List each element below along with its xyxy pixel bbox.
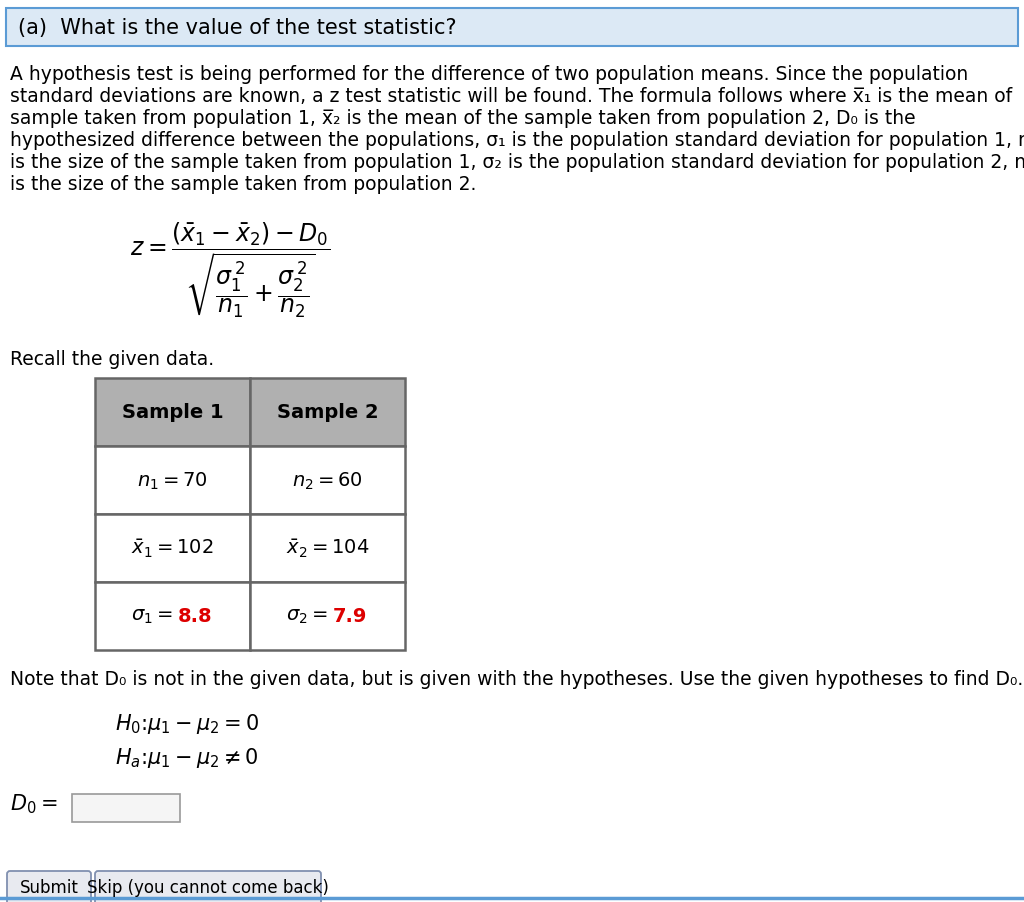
Text: $z = \dfrac{(\bar{x}_1 - \bar{x}_2) - D_0}{\sqrt{\dfrac{\sigma_1^{\,2}}{n_1} + \: $z = \dfrac{(\bar{x}_1 - \bar{x}_2) - D_… xyxy=(130,220,330,319)
Bar xyxy=(72,794,180,822)
Bar xyxy=(6,8,1018,46)
Text: sample taken from population 1, x̅₂ is the mean of the sample taken from populat: sample taken from population 1, x̅₂ is t… xyxy=(10,109,915,128)
Text: (a)  What is the value of the test statistic?: (a) What is the value of the test statis… xyxy=(18,18,457,38)
Text: $D_0 =$: $D_0 =$ xyxy=(10,792,57,815)
Text: Skip (you cannot come back): Skip (you cannot come back) xyxy=(87,879,329,897)
Text: $H_a\colon \mu_1 - \mu_2 \neq 0$: $H_a\colon \mu_1 - \mu_2 \neq 0$ xyxy=(115,746,259,770)
Text: 8.8: 8.8 xyxy=(177,608,212,627)
Text: $\sigma_2 = $: $\sigma_2 = $ xyxy=(286,608,328,627)
Text: $n_1 = 70$: $n_1 = 70$ xyxy=(137,470,208,492)
Bar xyxy=(250,582,406,650)
Bar xyxy=(250,514,406,582)
Text: Submit: Submit xyxy=(19,879,79,897)
Bar xyxy=(95,446,250,514)
Bar xyxy=(95,582,250,650)
Text: standard deviations are known, a z test statistic will be found. The formula fol: standard deviations are known, a z test … xyxy=(10,87,1012,106)
FancyBboxPatch shape xyxy=(95,871,321,902)
Bar xyxy=(95,378,250,446)
Bar xyxy=(95,514,250,582)
Text: $\sigma_1 = $: $\sigma_1 = $ xyxy=(131,608,172,627)
Text: is the size of the sample taken from population 1, σ₂ is the population standard: is the size of the sample taken from pop… xyxy=(10,153,1024,172)
Text: Note that D₀ is not in the given data, but is given with the hypotheses. Use the: Note that D₀ is not in the given data, b… xyxy=(10,670,1023,689)
Text: 7.9: 7.9 xyxy=(333,608,367,627)
Bar xyxy=(250,446,406,514)
Text: is the size of the sample taken from population 2.: is the size of the sample taken from pop… xyxy=(10,175,476,194)
Bar xyxy=(250,378,406,446)
Text: $\bar{x}_1 = 102$: $\bar{x}_1 = 102$ xyxy=(131,538,214,560)
Text: $n_2 = 60$: $n_2 = 60$ xyxy=(292,470,362,492)
FancyBboxPatch shape xyxy=(7,871,91,902)
Text: Sample 2: Sample 2 xyxy=(276,403,378,422)
Text: $H_0\colon \mu_1 - \mu_2 = 0$: $H_0\colon \mu_1 - \mu_2 = 0$ xyxy=(115,712,259,736)
Text: Recall the given data.: Recall the given data. xyxy=(10,350,214,369)
Text: Sample 1: Sample 1 xyxy=(122,403,223,422)
Text: hypothesized difference between the populations, σ₁ is the population standard d: hypothesized difference between the popu… xyxy=(10,131,1024,150)
Text: $\bar{x}_2 = 104$: $\bar{x}_2 = 104$ xyxy=(286,538,370,560)
Text: A hypothesis test is being performed for the difference of two population means.: A hypothesis test is being performed for… xyxy=(10,65,969,84)
